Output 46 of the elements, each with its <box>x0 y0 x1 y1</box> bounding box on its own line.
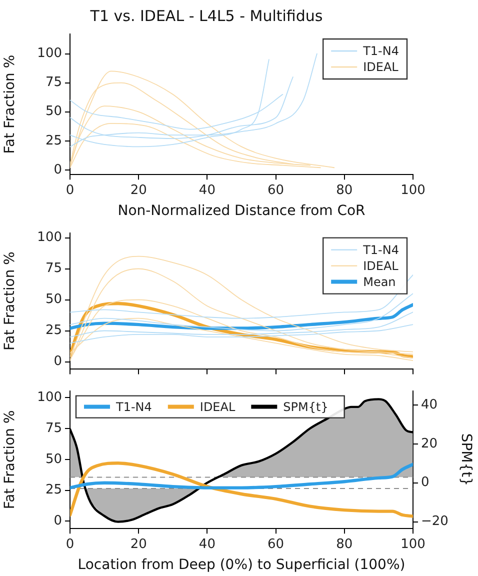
x-tick-label: 20 <box>130 182 147 198</box>
legend-label: IDEAL <box>363 60 399 74</box>
y-tick-label: 0 <box>54 354 62 370</box>
x-tick-label: 100 <box>400 182 426 198</box>
y-axis-title: Fat Fraction % <box>2 410 18 510</box>
legend-label: IDEAL <box>200 400 236 414</box>
y-tick-label: 50 <box>45 452 62 467</box>
legend-label: T1-N4 <box>115 400 152 414</box>
y-tick-label: 0 <box>54 514 62 529</box>
legend-label: IDEAL <box>363 258 399 273</box>
y-tick-label: 75 <box>45 75 62 90</box>
y2-tick-label: 40 <box>421 397 438 412</box>
x-tick-label: 60 <box>268 536 284 552</box>
x-tick-label: 80 <box>336 536 353 552</box>
x-tick-label: 60 <box>268 182 284 198</box>
x-axis-title: Location from Deep (0%) to Superficial (100%) <box>78 557 406 574</box>
x-tick-label: 40 <box>198 182 216 198</box>
x-tick-label: 0 <box>66 536 74 552</box>
y-tick-label: 100 <box>37 46 62 62</box>
x-tick-label: 40 <box>198 536 216 552</box>
legend-label: SPM{t} <box>283 400 328 414</box>
y-tick-label: 25 <box>45 133 62 148</box>
y-tick-label: 50 <box>45 104 62 120</box>
y2-axis-title: SPM{t} <box>458 433 474 486</box>
y-tick-label: 25 <box>45 323 62 338</box>
y2-tick-label: −20 <box>421 514 448 530</box>
y2-tick-label: 0 <box>421 475 430 490</box>
x-axis-title: Non-Normalized Distance from CoR <box>118 203 366 220</box>
y-tick-label: 25 <box>45 482 62 498</box>
x-tick-label: 20 <box>130 536 147 552</box>
y-tick-label: 50 <box>45 292 62 308</box>
y2-tick-label: 20 <box>421 436 438 452</box>
y-tick-label: 0 <box>54 162 62 178</box>
y-tick-label: 75 <box>45 261 62 276</box>
legend-label: Mean <box>363 274 396 289</box>
chart-title: T1 vs. IDEAL - L4L5 - Multifidus <box>89 6 323 25</box>
legend-label: T1-N4 <box>362 44 399 58</box>
y-axis-title: Fat Fraction % <box>2 252 18 350</box>
legend-label: T1-N4 <box>362 242 399 257</box>
y-tick-label: 100 <box>37 230 62 246</box>
x-tick-label: 100 <box>400 536 426 552</box>
y-tick-label: 75 <box>45 420 62 436</box>
x-tick-label: 0 <box>66 182 74 198</box>
y-axis-title: Fat Fraction % <box>2 54 18 154</box>
x-tick-label: 80 <box>336 182 353 198</box>
y-tick-label: 100 <box>37 390 62 405</box>
